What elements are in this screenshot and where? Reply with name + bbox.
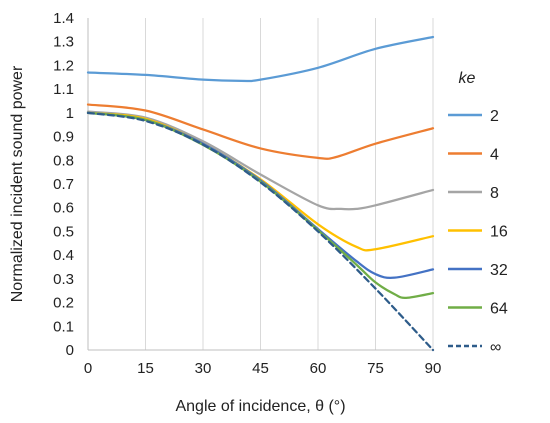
y-tick-label: 0.7 xyxy=(53,176,74,193)
series-line-3 xyxy=(86,110,435,211)
y-axis-label: Normalized incident sound power xyxy=(9,65,26,302)
x-tick-label: 45 xyxy=(252,360,269,377)
legend-label-4: 16 xyxy=(490,224,508,241)
y-tick-label: 1 xyxy=(66,105,74,122)
x-axis-label: Angle of incidence, θ (°) xyxy=(175,398,345,415)
axes: 0 15 30 45 60 75 90 0 0.1 0.2 0.3 0.4 0.5 0.6 0.7 0.8 0.… xyxy=(53,10,441,377)
y-tick-label: 0.9 xyxy=(53,129,74,146)
grid xyxy=(87,18,434,350)
x-tick-label: 30 xyxy=(195,360,212,377)
y-tick-label: 0.3 xyxy=(53,271,74,288)
y-tick-label: 0.6 xyxy=(53,200,74,217)
legend-label-5: 32 xyxy=(490,262,508,279)
legend-label-7: ∞ xyxy=(490,339,501,356)
y-tick-label: 1.2 xyxy=(53,57,74,74)
legend-title: ke xyxy=(459,70,476,87)
legend-label-6: 64 xyxy=(490,301,508,318)
series-line-7 xyxy=(86,111,435,352)
y-tick-label: 1.1 xyxy=(53,81,74,98)
series-line-1 xyxy=(86,35,435,83)
legend: ke 2 4 8 16 32 64 ∞ xyxy=(448,70,508,356)
y-tick-label: 0.4 xyxy=(53,247,74,264)
x-tick-label: 15 xyxy=(137,360,154,377)
x-tick-label: 90 xyxy=(425,360,442,377)
y-tick-label: 0.1 xyxy=(53,318,74,335)
x-tick-label: 0 xyxy=(84,360,92,377)
x-tick-label: 75 xyxy=(367,360,384,377)
y-tick-label: 0.5 xyxy=(53,223,74,240)
legend-label-1: 2 xyxy=(490,108,499,125)
x-tick-label: 60 xyxy=(310,360,327,377)
plot-area xyxy=(86,35,435,352)
legend-label-3: 8 xyxy=(490,185,499,202)
y-tick-label: 0.2 xyxy=(53,295,74,312)
y-tick-label: 0 xyxy=(66,342,74,359)
y-tick-label: 1.3 xyxy=(53,34,74,51)
y-tick-label: 0.8 xyxy=(53,152,74,169)
series-line-2 xyxy=(86,103,435,160)
y-tick-label: 1.4 xyxy=(53,10,74,27)
legend-label-2: 4 xyxy=(490,147,499,164)
